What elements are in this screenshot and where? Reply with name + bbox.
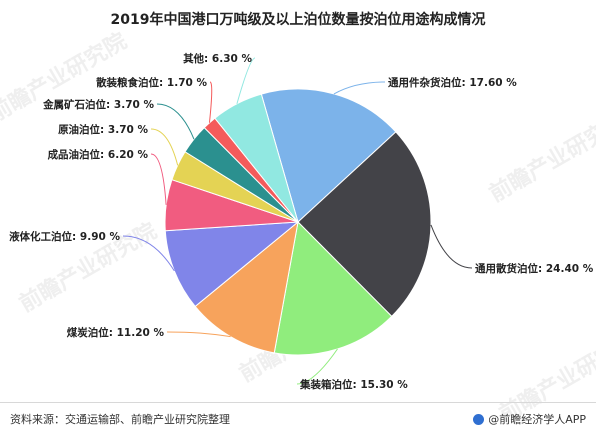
footer: 资料来源：交通运输部、前瞻产业研究院整理 @前瞻经济学人APP — [0, 402, 596, 437]
pie-label: 液体化工泊位: 9.90 % — [9, 230, 120, 243]
chart-title: 2019年中国港口万吨级及以上泊位数量按泊位用途构成情况 — [110, 12, 486, 28]
pie-slice — [214, 93, 299, 223]
pie-chart: 通用件杂货泊位: 17.60 % 通用散货泊位: 24.40 % 集装箱泊位: 15… — [9, 52, 594, 391]
brand-text: @前瞻经济学人APP — [488, 413, 586, 426]
pie-leader-line — [122, 235, 175, 272]
pie-label: 散装粮食泊位: 1.70 % — [96, 76, 207, 89]
pie-leader-line — [166, 331, 231, 338]
pie-leader-line — [156, 103, 195, 140]
pie-leader-line — [150, 153, 167, 205]
pie-leader-line — [333, 81, 386, 95]
pie-label: 原油泊位: 3.70 % — [58, 123, 148, 136]
pie-slice — [164, 221, 300, 308]
pie-label: 集装箱泊位: 15.30 % — [299, 378, 408, 391]
pie-label: 煤炭泊位: 11.20 % — [67, 326, 165, 339]
brand-credit: @前瞻经济学人APP — [473, 411, 586, 427]
pie-label: 金属矿石泊位: 3.70 % — [42, 98, 154, 111]
pie-slice — [297, 131, 432, 318]
pie-leader-line — [150, 128, 179, 166]
pie-leader-line — [208, 81, 213, 123]
pie-label: 通用散货泊位: 24.40 % — [475, 262, 594, 275]
pie-label: 其他: 6.30 % — [183, 52, 252, 65]
pie-leader-line — [296, 348, 338, 385]
pie-leader-line — [430, 224, 473, 269]
pie-label: 通用件杂货泊位: 17.60 % — [388, 76, 517, 89]
brand-logo-icon — [473, 413, 485, 425]
source-note: 资料来源：交通运输部、前瞻产业研究院整理 — [10, 413, 230, 426]
pie-slice — [260, 88, 397, 223]
pie-label: 成品油泊位: 6.20 % — [48, 148, 149, 161]
pie-leader-line — [236, 57, 256, 104]
